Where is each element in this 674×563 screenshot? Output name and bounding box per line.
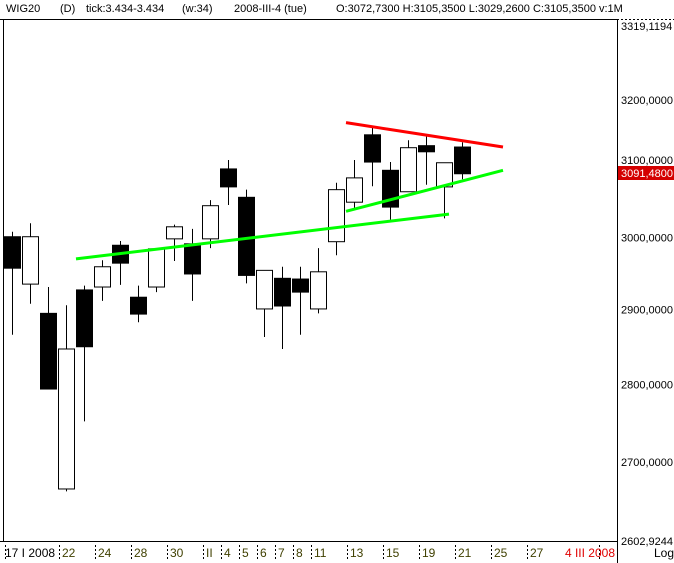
y-tick-label: 2800,0000 <box>621 379 673 391</box>
y-tick-label: 3000,0000 <box>621 232 673 244</box>
x-tick-label: 21 <box>458 546 472 560</box>
x-tick-label: 6 <box>260 546 267 560</box>
trendline[interactable] <box>345 168 504 213</box>
candle[interactable] <box>76 285 93 422</box>
y-tick-label: 3200,0000 <box>621 95 673 107</box>
x-tick-label: 30 <box>170 546 184 560</box>
chart-header: WIG20 (D) tick:3.434-3.434 (w:34) 2008-I… <box>0 0 674 19</box>
tick-label: tick:3.434-3.434 <box>86 3 165 15</box>
x-tick-label: 4 III 2008 <box>565 546 615 560</box>
period-label: (D) <box>60 3 76 15</box>
candle[interactable] <box>292 266 309 335</box>
candle-body-down <box>76 289 93 348</box>
x-tick-label: II <box>206 546 213 560</box>
candle-body-up <box>22 236 39 285</box>
last-price-box <box>618 166 674 180</box>
candle[interactable] <box>436 162 453 219</box>
candle-body-up <box>94 266 111 288</box>
candle-body-down <box>184 243 201 275</box>
x-tick-label: 22 <box>62 546 76 560</box>
y-tick-label: 2700,0000 <box>621 457 673 469</box>
candle-body-up <box>202 205 219 240</box>
ohlc-readout: O:3072,7300 H:3105,3500 L:3029,2600 C:31… <box>336 3 623 15</box>
x-tick-label: 17 I 2008 <box>5 546 55 560</box>
candle[interactable] <box>274 266 291 349</box>
candle[interactable] <box>382 162 399 220</box>
date-label: 2008-III-4 (tue) <box>234 3 307 15</box>
last-price-label: 3091,4800 <box>621 168 673 180</box>
candle-body-down <box>418 145 435 153</box>
candle[interactable] <box>454 142 471 180</box>
candle-body-down <box>454 146 471 175</box>
candle-body-down <box>364 134 381 163</box>
y-tick-label: 3100,0000 <box>621 155 673 167</box>
candle[interactable] <box>364 126 381 187</box>
y-tick-label: 3319,1194 <box>621 21 672 33</box>
candle[interactable] <box>220 160 237 206</box>
candle[interactable] <box>148 248 165 293</box>
candle[interactable] <box>58 305 75 492</box>
candle-body-up <box>310 271 327 310</box>
candle[interactable] <box>184 228 201 301</box>
candle[interactable] <box>94 260 111 301</box>
candle-body-up <box>166 226 183 240</box>
trendline[interactable] <box>75 212 450 261</box>
candle[interactable] <box>22 223 39 304</box>
candle[interactable] <box>202 200 219 249</box>
x-tick-label: 8 <box>296 546 303 560</box>
x-tick-label: 11 <box>314 546 327 560</box>
x-tick-label: 5 <box>242 546 249 560</box>
trendline[interactable] <box>345 121 504 149</box>
x-tick-label: 19 <box>422 546 436 560</box>
candle-body-down <box>220 168 237 188</box>
candle-body-down <box>40 312 57 390</box>
x-tick-label: 13 <box>350 546 364 560</box>
candle[interactable] <box>40 287 57 390</box>
candle-body-up <box>58 348 75 490</box>
y-tick-label: 2602,9244 <box>621 536 673 548</box>
candle-body-up <box>256 269 273 310</box>
x-tick-label: 25 <box>494 546 508 560</box>
window-label: (w:34) <box>182 3 213 15</box>
candle[interactable] <box>256 269 273 338</box>
x-tick-label: 24 <box>98 546 112 560</box>
candle[interactable] <box>166 224 183 262</box>
y-tick-label: 2900,0000 <box>621 305 673 317</box>
candle-body-down <box>274 277 291 307</box>
candle-body-down <box>292 278 309 293</box>
candle-body-down <box>130 296 147 315</box>
candle-body-down <box>4 236 21 269</box>
x-tick-label: 7 <box>278 546 285 560</box>
candle[interactable] <box>112 240 129 285</box>
candle[interactable] <box>130 285 147 323</box>
x-tick-label: 28 <box>134 546 148 560</box>
x-tick-label: 4 <box>224 546 231 560</box>
candle-body-up <box>148 248 165 288</box>
candle[interactable] <box>4 231 21 335</box>
candle-body-up <box>400 147 417 193</box>
scale-mode-label[interactable]: Log <box>654 546 674 560</box>
x-tick-label: 27 <box>530 546 544 560</box>
candle[interactable] <box>310 248 327 314</box>
x-tick-label: 15 <box>386 546 400 560</box>
candle[interactable] <box>346 160 363 210</box>
candle[interactable] <box>400 140 417 193</box>
symbol-label: WIG20 <box>6 3 41 15</box>
candle-body-up <box>346 177 363 203</box>
candle-body-up <box>328 189 345 243</box>
candle[interactable] <box>418 136 435 185</box>
candle[interactable] <box>328 182 345 256</box>
